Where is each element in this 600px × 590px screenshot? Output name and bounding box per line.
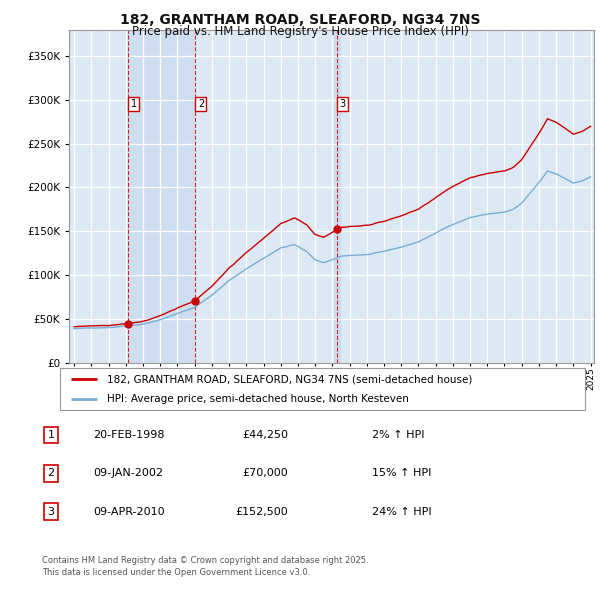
Text: 2: 2 (47, 468, 55, 478)
Bar (334, 30, 340, 363)
Text: 3: 3 (47, 507, 55, 517)
Text: £70,000: £70,000 (242, 468, 288, 478)
Text: 182, GRANTHAM ROAD, SLEAFORD, NG34 7NS (semi-detached house): 182, GRANTHAM ROAD, SLEAFORD, NG34 7NS (… (107, 374, 473, 384)
Text: 24% ↑ HPI: 24% ↑ HPI (372, 507, 431, 517)
Text: 2: 2 (198, 99, 204, 109)
Text: £152,500: £152,500 (235, 507, 288, 517)
Text: HPI: Average price, semi-detached house, North Kesteven: HPI: Average price, semi-detached house,… (107, 394, 409, 404)
Text: This data is licensed under the Open Government Licence v3.0.: This data is licensed under the Open Gov… (42, 568, 310, 576)
Text: Contains HM Land Registry data © Crown copyright and database right 2025.: Contains HM Land Registry data © Crown c… (42, 556, 368, 565)
Text: 2% ↑ HPI: 2% ↑ HPI (372, 430, 425, 440)
Text: 1: 1 (131, 99, 137, 109)
Text: 182, GRANTHAM ROAD, SLEAFORD, NG34 7NS: 182, GRANTHAM ROAD, SLEAFORD, NG34 7NS (120, 13, 480, 27)
Text: 09-APR-2010: 09-APR-2010 (93, 507, 164, 517)
Text: 09-JAN-2002: 09-JAN-2002 (93, 468, 163, 478)
Bar (128, 30, 195, 363)
Text: 1: 1 (47, 430, 55, 440)
Text: 20-FEB-1998: 20-FEB-1998 (93, 430, 164, 440)
Text: £44,250: £44,250 (242, 430, 288, 440)
Text: 3: 3 (340, 99, 346, 109)
Text: 15% ↑ HPI: 15% ↑ HPI (372, 468, 431, 478)
Text: Price paid vs. HM Land Registry's House Price Index (HPI): Price paid vs. HM Land Registry's House … (131, 25, 469, 38)
